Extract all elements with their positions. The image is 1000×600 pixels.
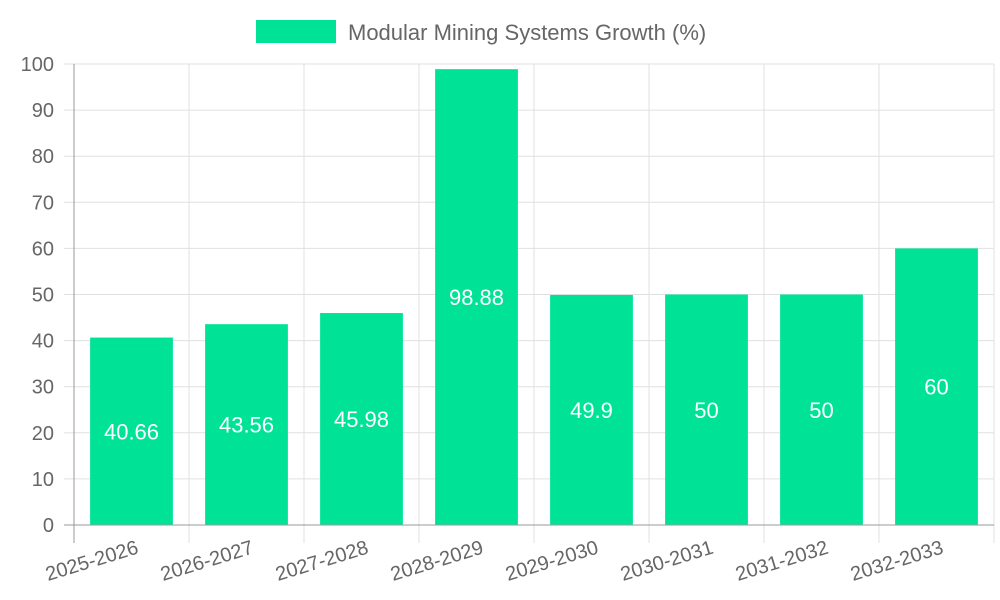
x-tick-label: 2031-2032 [733,537,831,586]
bar-2029-2030[interactable] [550,294,633,525]
y-tick-label: 0 [43,515,54,537]
data-label: 43.56 [219,413,274,438]
data-label: 49.9 [570,398,613,423]
y-tick-label: 20 [32,423,54,445]
x-tick-label: 2029-2030 [503,537,601,586]
y-tick-label: 100 [21,54,54,76]
data-label: 40.66 [104,419,159,444]
data-label: 98.88 [449,285,504,310]
x-tick-label: 2025-2026 [43,537,141,586]
y-tick-label: 80 [32,146,54,168]
bar-2026-2027[interactable] [205,324,288,525]
grid-lines [74,63,995,543]
x-tick-label: 2028-2029 [388,537,486,586]
y-tick-label: 70 [32,192,54,214]
y-axis: 0 10 20 30 40 50 60 70 80 90 100 [21,54,75,543]
x-tick-label: 2032-2033 [848,537,946,586]
x-tick-label: 2030-2031 [618,537,716,586]
x-axis: 2025-2026 2026-2027 2027-2028 2028-2029 2029… [43,524,994,586]
legend-swatch [256,20,336,43]
y-tick-label: 40 [32,331,54,353]
legend[interactable]: Modular Mining Systems Growth (%) [256,20,706,45]
data-label: 50 [694,398,718,423]
x-tick-label: 2026-2027 [158,537,256,586]
legend-label: Modular Mining Systems Growth (%) [348,20,706,45]
bars: 40.66 43.56 45.98 98.88 49.9 50 50 60 [90,69,978,525]
bar-2032-2033[interactable] [895,248,978,525]
bar-2031-2032[interactable] [780,294,863,526]
data-label: 45.98 [334,407,389,432]
bar-2030-2031[interactable] [665,294,748,526]
y-tick-label: 90 [32,100,54,122]
y-tick-label: 30 [32,377,54,399]
x-tick-label: 2027-2028 [273,537,371,586]
data-label: 60 [924,375,948,400]
bar-2028-2029[interactable] [435,69,518,525]
bar-2025-2026[interactable] [90,337,173,525]
data-label: 50 [809,398,833,423]
y-tick-label: 50 [32,285,54,307]
y-tick-label: 10 [32,469,54,491]
bar-2027-2028[interactable] [320,313,403,525]
y-tick-label: 60 [32,238,54,260]
